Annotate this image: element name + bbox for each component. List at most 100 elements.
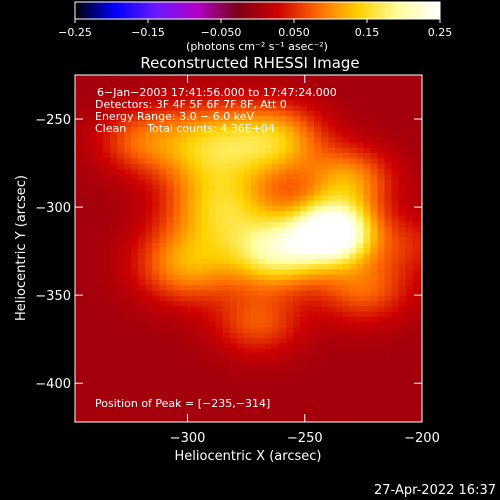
heatmap-cell	[271, 157, 280, 164]
heatmap-cell	[166, 274, 175, 280]
heatmap-cell	[257, 385, 266, 391]
heatmap-cell	[307, 221, 315, 228]
heatmap-cell	[419, 321, 422, 328]
heatmap-cell	[250, 305, 259, 312]
heatmap-cell	[264, 200, 273, 206]
heatmap-cell	[124, 374, 132, 381]
heatmap-cell	[110, 279, 118, 286]
heatmap-cell	[419, 258, 422, 265]
heatmap-cell	[419, 126, 422, 132]
heatmap-cell	[236, 332, 245, 339]
heatmap-cell	[222, 89, 231, 95]
heatmap-cell	[75, 252, 83, 259]
heatmap-cell	[314, 348, 322, 354]
heatmap-cell	[110, 152, 118, 159]
heatmap-cell	[278, 173, 287, 180]
annotation-time-range: 6−Jan−2003 17:41:56.000 to 17:47:24.000	[97, 86, 337, 99]
heatmap-cell	[110, 295, 118, 302]
heatmap-cell	[356, 163, 364, 169]
heatmap-cell	[300, 279, 308, 286]
heatmap-cell	[110, 252, 118, 259]
heatmap-cell	[96, 374, 104, 381]
heatmap-cell	[243, 268, 252, 275]
heatmap-cell	[307, 342, 315, 349]
heatmap-cell	[236, 316, 245, 323]
heatmap-cell	[117, 274, 125, 280]
heatmap-cell	[145, 75, 153, 80]
heatmap-cell	[201, 152, 210, 159]
heatmap-cell	[89, 263, 97, 270]
heatmap-cell	[229, 400, 238, 407]
heatmap-cell	[412, 358, 421, 365]
heatmap-cell	[286, 326, 294, 333]
heatmap-cell	[321, 126, 329, 132]
heatmap-cell	[138, 141, 146, 148]
heatmap-cell	[321, 99, 329, 106]
heatmap-cell	[342, 342, 350, 349]
heatmap-cell	[278, 168, 287, 175]
heatmap-cell	[131, 104, 139, 111]
heatmap-cell	[286, 78, 294, 85]
heatmap-cell	[412, 311, 421, 317]
heatmap-cell	[271, 379, 280, 386]
heatmap-cell	[201, 279, 210, 286]
heatmap-cell	[264, 300, 273, 307]
heatmap-cell	[229, 268, 238, 275]
heatmap-cell	[271, 78, 280, 85]
heatmap-cell	[208, 210, 217, 217]
heatmap-cell	[194, 189, 203, 196]
heatmap-cell	[159, 89, 168, 95]
heatmap-cell	[377, 168, 386, 175]
heatmap-cell	[215, 252, 224, 259]
heatmap-cell	[222, 374, 231, 381]
heatmap-cell	[328, 353, 336, 360]
heatmap-cell	[370, 83, 379, 90]
heatmap-cell	[124, 321, 132, 328]
heatmap-cell	[103, 337, 111, 344]
heatmap-cell	[286, 115, 294, 122]
heatmap-cell	[145, 152, 153, 159]
heatmap-cell	[328, 268, 336, 275]
heatmap-cell	[110, 178, 118, 185]
heatmap-cell	[307, 406, 315, 413]
heatmap-cell	[391, 353, 400, 360]
heatmap-cell	[215, 385, 224, 391]
heatmap-cell	[335, 168, 343, 175]
heatmap-cell	[370, 411, 379, 418]
heatmap-cell	[356, 136, 364, 143]
heatmap-cell	[215, 131, 224, 138]
heatmap-cell	[398, 194, 407, 201]
heatmap-cell	[419, 274, 422, 280]
heatmap-cell	[257, 337, 266, 344]
heatmap-cell	[103, 348, 111, 354]
heatmap-cell	[412, 231, 421, 238]
heatmap-cell	[300, 78, 308, 85]
heatmap-cell	[110, 395, 118, 402]
heatmap-cell	[405, 390, 414, 397]
heatmap-cell	[250, 120, 259, 127]
heatmap-cell	[328, 274, 336, 280]
heatmap-cell	[173, 163, 182, 169]
heatmap-cell	[145, 110, 153, 117]
heatmap-cell	[264, 104, 273, 111]
heatmap-cell	[180, 136, 189, 143]
heatmap-cell	[377, 78, 386, 85]
heatmap-cell	[356, 205, 364, 212]
heatmap-cell	[243, 173, 252, 180]
heatmap-cell	[314, 284, 322, 291]
heatmap-cell	[286, 390, 294, 397]
heatmap-cell	[321, 178, 329, 185]
heatmap-cell	[391, 205, 400, 212]
heatmap-cell	[250, 163, 259, 169]
heatmap-cell	[293, 247, 301, 254]
heatmap-cell	[201, 168, 210, 175]
heatmap-cell	[370, 178, 379, 185]
heatmap-cell	[264, 252, 273, 259]
heatmap-cell	[82, 326, 90, 333]
heatmap-cell	[110, 316, 118, 323]
heatmap-cell	[131, 141, 139, 148]
heatmap-cell	[356, 252, 364, 259]
heatmap-cell	[377, 89, 386, 95]
heatmap-cell	[89, 305, 97, 312]
heatmap-cell	[300, 173, 308, 180]
